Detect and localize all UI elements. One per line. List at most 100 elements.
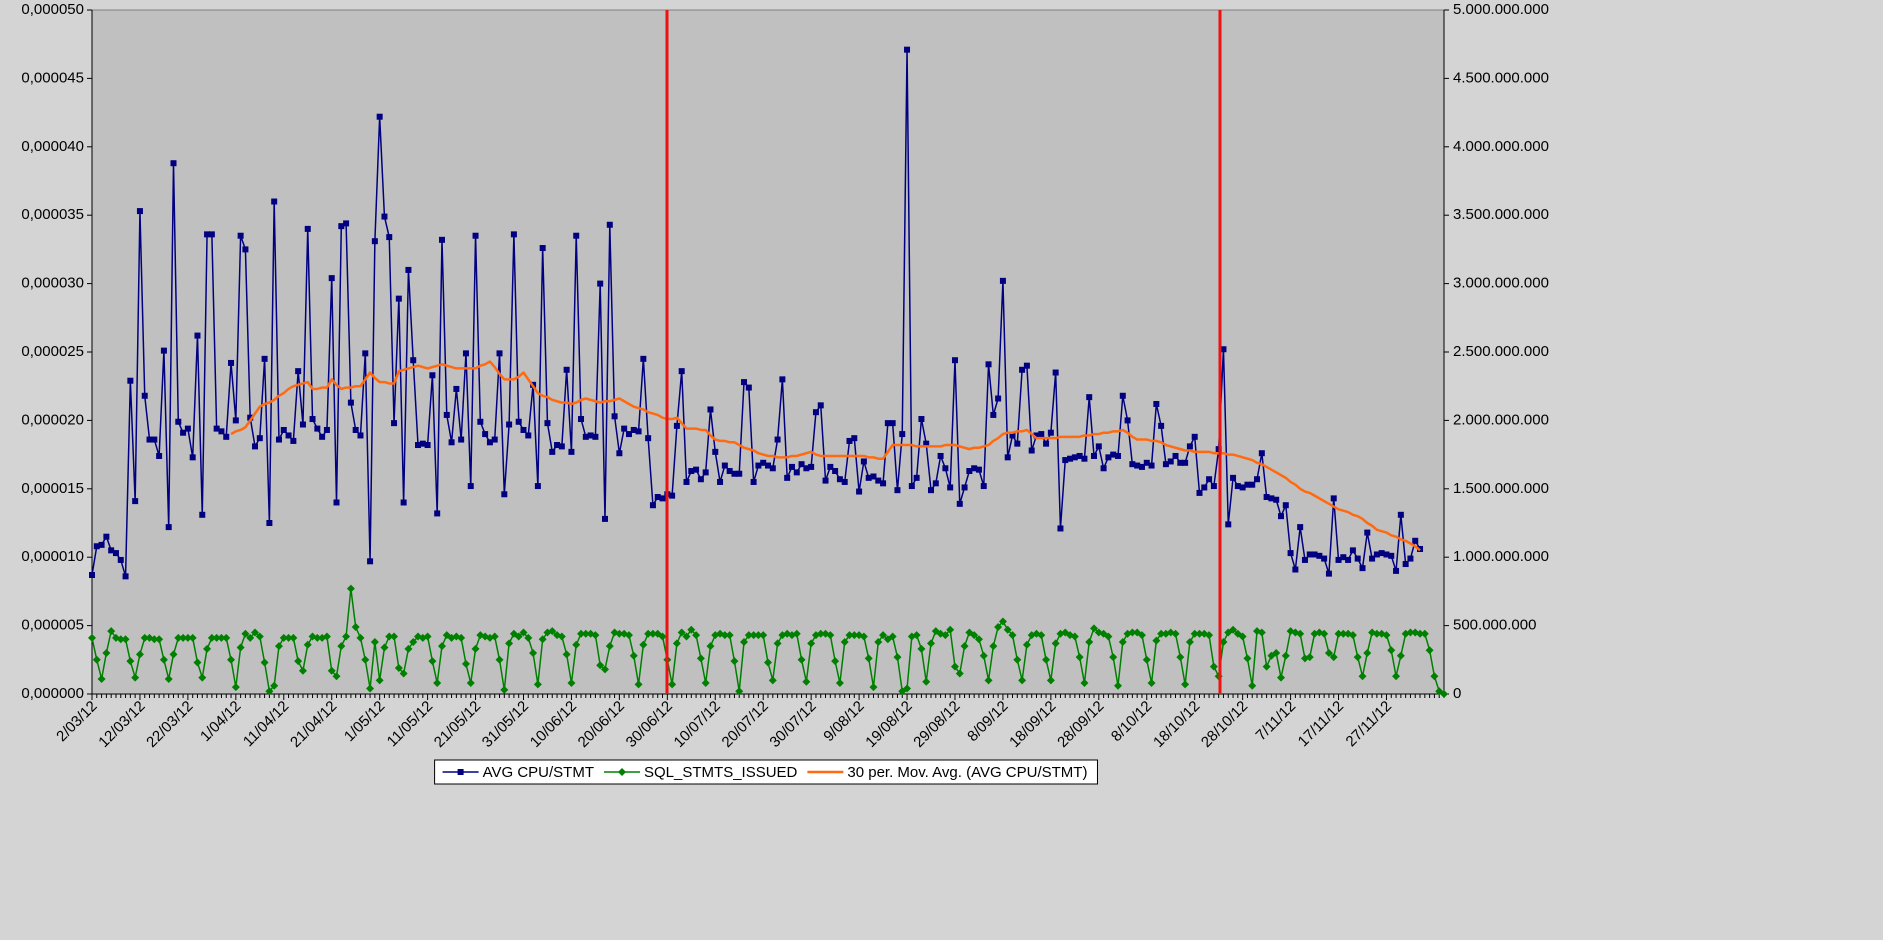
data-point xyxy=(856,488,863,495)
data-point xyxy=(108,547,115,554)
data-point xyxy=(361,655,370,664)
data-point xyxy=(918,416,925,423)
data-point xyxy=(741,379,748,386)
data-point xyxy=(519,628,528,637)
data-point xyxy=(865,474,872,481)
data-point xyxy=(807,639,816,648)
data-point xyxy=(237,232,244,239)
data-point xyxy=(525,432,532,439)
data-point xyxy=(429,372,436,379)
data-point xyxy=(385,632,394,641)
data-point xyxy=(1349,547,1356,554)
data-point xyxy=(573,232,580,239)
data-point xyxy=(893,653,902,662)
data-point xyxy=(514,632,523,641)
data-point xyxy=(506,421,513,428)
data-point xyxy=(922,677,931,686)
y-tick-label: 0,000045 xyxy=(21,69,84,86)
data-point xyxy=(256,435,263,442)
data-point xyxy=(323,426,330,433)
y-tick-label: 0,000020 xyxy=(21,411,84,428)
data-point xyxy=(659,495,666,502)
data-point xyxy=(606,221,613,228)
data-point xyxy=(1324,648,1333,657)
data-point xyxy=(1023,362,1030,369)
data-point xyxy=(826,631,835,640)
data-point xyxy=(927,639,936,648)
data-point xyxy=(1364,529,1371,536)
data-point xyxy=(693,466,700,473)
data-point xyxy=(859,632,868,641)
data-point xyxy=(433,679,442,688)
data-point xyxy=(697,476,704,483)
data-point xyxy=(232,417,239,424)
data-point xyxy=(1076,452,1083,459)
data-point xyxy=(1321,555,1328,562)
data-point xyxy=(495,655,504,664)
data-point xyxy=(271,198,278,205)
y2-tick-label: 2.000.000.000 xyxy=(1453,411,1549,428)
data-point xyxy=(759,631,768,640)
data-point xyxy=(107,627,116,636)
data-point xyxy=(1018,676,1027,685)
x-tick-label: 19/08/12 xyxy=(862,698,915,751)
data-point xyxy=(112,550,119,557)
data-point xyxy=(515,418,522,425)
data-point xyxy=(1185,638,1194,647)
data-point xyxy=(860,458,867,465)
data-point xyxy=(995,395,1002,402)
data-point xyxy=(1148,462,1155,469)
data-point xyxy=(1359,565,1366,572)
data-point xyxy=(1100,465,1107,472)
data-point xyxy=(314,425,321,432)
data-point xyxy=(1311,551,1318,558)
y2-tick-label: 0 xyxy=(1453,685,1461,702)
data-point xyxy=(496,350,503,357)
y-tick-label: 0,000015 xyxy=(21,480,84,497)
data-point xyxy=(274,642,283,651)
data-point xyxy=(836,476,843,483)
data-point xyxy=(1124,417,1131,424)
data-point xyxy=(343,220,350,227)
data-point xyxy=(932,480,939,487)
data-point xyxy=(155,635,164,644)
data-point xyxy=(295,368,302,375)
data-point xyxy=(960,642,969,651)
y2-tick-label: 4.500.000.000 xyxy=(1453,69,1549,86)
y-tick-label: 0,000010 xyxy=(21,548,84,565)
data-point xyxy=(1276,673,1285,682)
data-point xyxy=(1143,459,1150,466)
data-point xyxy=(160,347,167,354)
data-point xyxy=(409,638,418,647)
data-point xyxy=(98,541,105,548)
data-point xyxy=(399,669,408,678)
data-point xyxy=(851,435,858,442)
x-tick-label: 21/04/12 xyxy=(287,698,340,751)
data-point xyxy=(1003,625,1012,634)
data-point xyxy=(141,392,148,399)
data-point xyxy=(97,674,106,683)
data-point xyxy=(1033,432,1040,439)
data-point xyxy=(841,478,848,485)
data-point xyxy=(140,633,149,642)
data-point xyxy=(687,625,696,634)
data-point xyxy=(692,631,701,640)
data-point xyxy=(375,676,384,685)
plot-area xyxy=(91,9,1445,695)
data-point xyxy=(342,632,351,641)
data-point xyxy=(1043,440,1050,447)
data-point xyxy=(299,421,306,428)
data-point xyxy=(768,676,777,685)
y-tick-label: 0,000005 xyxy=(21,617,84,634)
data-point xyxy=(1196,489,1203,496)
y2-tick-label: 4.000.000.000 xyxy=(1453,138,1549,155)
data-point xyxy=(1167,458,1174,465)
data-point xyxy=(227,655,236,664)
data-point xyxy=(701,679,710,688)
data-point xyxy=(1238,632,1247,641)
data-point xyxy=(884,420,891,427)
data-point xyxy=(1075,653,1084,662)
data-point xyxy=(395,295,402,302)
data-point xyxy=(961,484,968,491)
y2-tick-label: 1.500.000.000 xyxy=(1453,480,1549,497)
